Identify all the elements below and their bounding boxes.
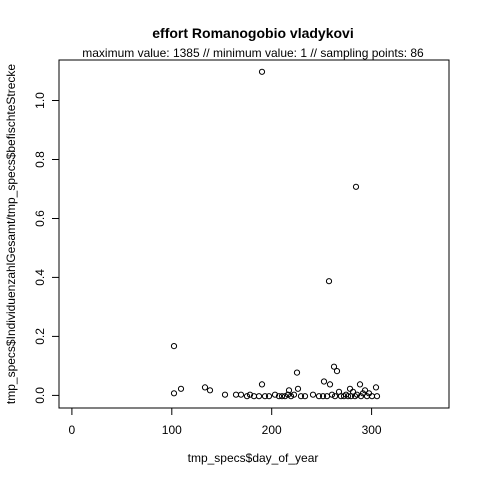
data-point (285, 387, 293, 394)
data-point (221, 391, 229, 398)
data-point (326, 381, 334, 388)
y-tick-label: 0.8 (33, 151, 47, 168)
chart-subtitle: maximum value: 1385 // minimum value: 1 … (82, 46, 424, 60)
data-point (258, 381, 266, 388)
data-point (258, 68, 266, 75)
data-point (301, 393, 309, 400)
data-point (201, 384, 209, 391)
data-points (170, 68, 381, 400)
data-point (368, 393, 376, 400)
data-point (255, 393, 263, 400)
data-point (243, 393, 251, 400)
x-tick-label: 200 (262, 423, 282, 437)
data-point (246, 391, 254, 398)
data-point (294, 385, 302, 392)
data-point (346, 385, 354, 392)
x-tick-label: 0 (69, 423, 76, 437)
data-point (356, 381, 364, 388)
data-point (290, 391, 298, 398)
y-axis-label: tmp_specs$IndividuenzahlGesamt/tmp_specs… (4, 64, 18, 405)
data-point (347, 393, 355, 400)
data-point (293, 369, 301, 376)
data-point (373, 393, 381, 400)
data-point (309, 391, 317, 398)
data-point (271, 391, 279, 398)
data-point (232, 391, 240, 398)
data-point (320, 378, 328, 385)
y-tick-label: 0.0 (33, 387, 47, 404)
data-point (344, 393, 352, 400)
data-point (287, 393, 295, 400)
data-point (297, 393, 305, 400)
data-point (265, 393, 273, 400)
data-point (278, 393, 286, 400)
data-point (177, 385, 185, 392)
data-point (372, 384, 380, 391)
plot-frame (58, 59, 450, 409)
data-point (330, 363, 338, 370)
x-tick-label: 100 (162, 423, 182, 437)
data-point (284, 391, 292, 398)
data-point (353, 391, 361, 398)
data-point (170, 343, 178, 350)
y-tick-label: 1.0 (33, 92, 47, 109)
data-point (325, 278, 333, 285)
y-tick-label: 0.4 (33, 269, 47, 286)
data-point (331, 393, 339, 400)
x-axis: 0 100 200 300 (69, 407, 382, 437)
data-point (357, 393, 365, 400)
data-point (328, 391, 336, 398)
y-tick-label: 0.2 (33, 328, 47, 345)
data-point (237, 391, 245, 398)
data-point (170, 390, 178, 397)
y-tick-label: 0.6 (33, 210, 47, 227)
data-point (206, 387, 214, 394)
x-tick-label: 300 (362, 423, 382, 437)
data-point (275, 393, 283, 400)
x-axis-label: tmp_specs$day_of_year (188, 451, 319, 465)
chart-title: effort Romanogobio vladykovi (152, 25, 353, 41)
data-point (261, 393, 269, 400)
data-point (333, 368, 341, 375)
data-point (352, 183, 360, 190)
data-point (281, 393, 289, 400)
y-axis: 0.0 0.2 0.4 0.6 0.8 1.0 (33, 92, 60, 404)
data-point (315, 393, 323, 400)
data-point (319, 393, 327, 400)
